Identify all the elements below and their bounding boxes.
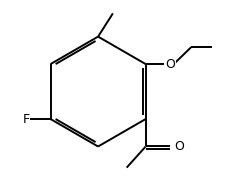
- Text: F: F: [22, 113, 30, 126]
- Text: O: O: [164, 58, 174, 71]
- Text: O: O: [173, 140, 183, 153]
